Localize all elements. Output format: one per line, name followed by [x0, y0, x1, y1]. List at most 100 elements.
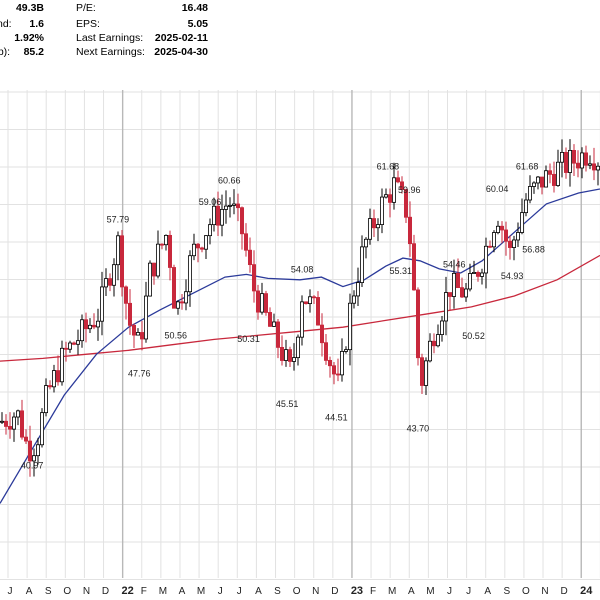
cap-value: 85.2: [23, 46, 44, 58]
candle-up: [351, 295, 356, 304]
candle-down: [4, 420, 9, 427]
x-tick-label: D: [561, 586, 568, 597]
price-annotations: 40.97 57.79 47.76 50.56 59.06 60.66 50.31 45.51…: [21, 162, 545, 471]
candle-up: [143, 295, 148, 340]
candle-down: [287, 349, 292, 362]
candle-down: [267, 312, 272, 327]
candle-up: [147, 262, 152, 297]
candle-down: [19, 410, 24, 438]
price-label: 44.51: [325, 412, 348, 422]
candle-up: [36, 444, 41, 457]
price-label: 60.04: [486, 184, 509, 194]
candle-up: [391, 177, 396, 203]
candle-up: [32, 455, 37, 462]
candle-up: [163, 234, 168, 246]
candle-up: [60, 347, 65, 383]
candle-down: [139, 332, 144, 340]
candle-down: [84, 319, 89, 330]
candle-down: [387, 194, 392, 203]
x-tick-label: N: [312, 586, 319, 597]
candle-down: [215, 205, 220, 226]
candle-up: [463, 288, 468, 298]
x-tick-label: O: [63, 586, 71, 597]
x-tick-label: S: [45, 586, 52, 597]
last-earnings-value: 2025-02-11: [154, 32, 208, 44]
candle-up: [283, 349, 288, 361]
candle-down: [311, 296, 316, 299]
candle-up: [299, 301, 304, 338]
candle-up: [443, 292, 448, 322]
candle-down: [179, 301, 184, 304]
candle-up: [155, 243, 160, 277]
candle-down: [159, 243, 164, 246]
candle-down: [327, 359, 332, 367]
last-earnings-label: Last Earnings:: [76, 32, 144, 44]
candle-up: [231, 203, 236, 206]
x-tick-label: M: [388, 586, 396, 597]
candle-up: [135, 332, 140, 336]
candle-up: [359, 246, 364, 283]
candle-down: [243, 233, 248, 251]
candle-down: [475, 272, 480, 277]
candle-up: [219, 208, 224, 226]
candle-down: [72, 342, 77, 345]
candle-down: [576, 162, 581, 169]
candle-up: [568, 150, 573, 173]
candle-down: [487, 245, 492, 248]
candle-down: [303, 301, 308, 305]
dividend-label: nd:: [0, 18, 12, 30]
candle-down: [247, 249, 252, 266]
x-tick-label: J: [466, 586, 471, 597]
price-label: 57.79: [107, 214, 130, 224]
candle-up: [343, 349, 348, 352]
x-axis: JASOND22FMAMJJASOND23FMAMJJASOND24F: [8, 585, 600, 597]
candle-down: [124, 286, 129, 304]
candle-up: [52, 370, 57, 388]
candle-up: [479, 272, 484, 277]
candle-up: [556, 161, 561, 186]
fundamentals-panel: 49.3B nd: 1.6 1.92% ap): 85.2 P/E: 16.48…: [0, 0, 600, 90]
x-tick-label: N: [541, 586, 548, 597]
candle-down: [315, 297, 320, 326]
price-label: 59.06: [199, 197, 222, 207]
candle-down: [572, 150, 577, 164]
candle-down: [120, 235, 125, 288]
candle-up: [227, 205, 232, 207]
x-tick-label: J: [218, 586, 223, 597]
candle-down: [171, 267, 176, 309]
cap-label: ap):: [0, 46, 11, 58]
candle-up: [183, 291, 188, 304]
x-tick-label: F: [141, 586, 147, 597]
candle-down: [319, 324, 324, 344]
candle-down: [399, 181, 404, 190]
candle-up: [483, 245, 488, 274]
candle-up: [451, 272, 456, 297]
x-tick-label: S: [503, 586, 510, 597]
candle-up: [307, 296, 312, 305]
candle-down: [48, 385, 53, 388]
x-tick-label: S: [274, 586, 281, 597]
x-tick-label: M: [159, 586, 167, 597]
x-tick-label: M: [426, 586, 434, 597]
candle-down: [108, 278, 113, 286]
candle-down: [540, 176, 545, 188]
x-tick-label: A: [179, 586, 186, 597]
candle-down: [279, 347, 284, 361]
x-tick-label: A: [408, 586, 415, 597]
candle-down: [419, 357, 424, 386]
x-tick-label: O: [522, 586, 530, 597]
candle-up: [15, 410, 20, 418]
candle-up: [423, 360, 428, 386]
price-label: 60.66: [218, 175, 241, 185]
candle-up: [0, 420, 5, 423]
candle-down: [131, 324, 136, 336]
price-label: 45.51: [276, 399, 299, 409]
candle-up: [40, 412, 45, 446]
candle-down: [64, 347, 69, 350]
price-label: 55.31: [389, 266, 412, 276]
candle-up: [44, 385, 49, 414]
x-tick-label: M: [197, 586, 205, 597]
candle-up: [112, 264, 117, 286]
candle-up: [11, 416, 16, 430]
candle-down: [239, 207, 244, 235]
